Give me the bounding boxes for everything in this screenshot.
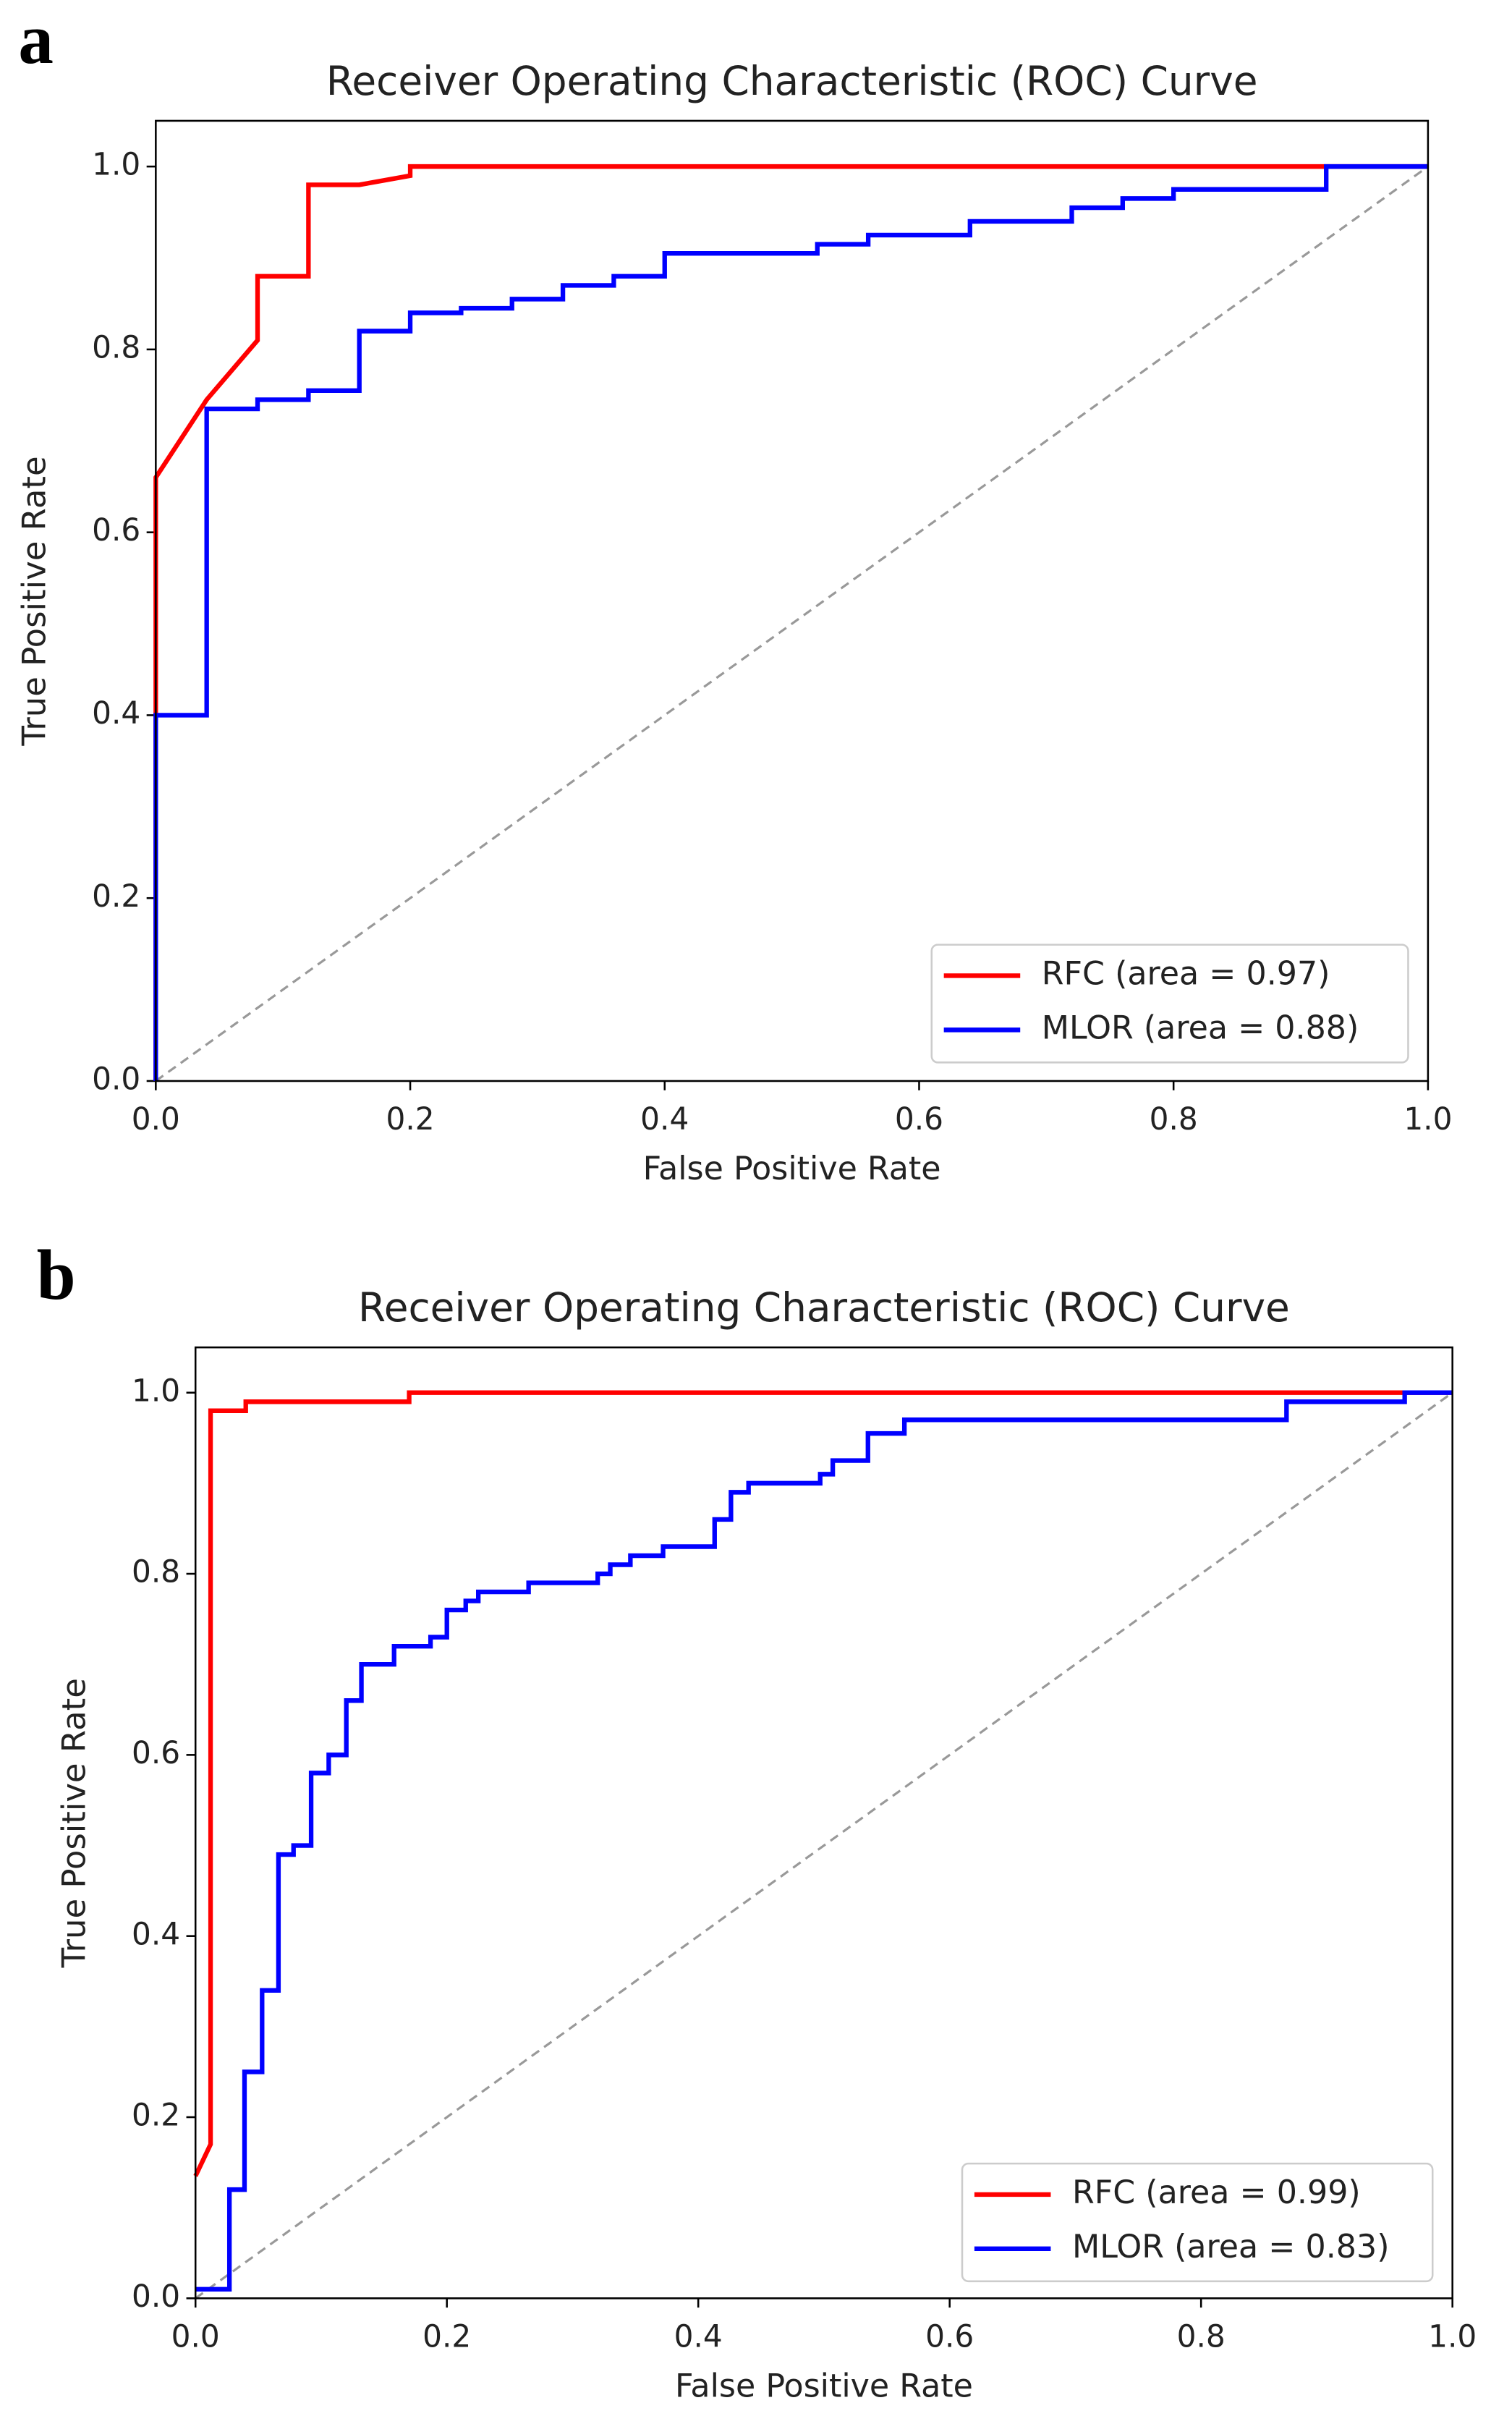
y-axis-label: True Positive Rate (16, 456, 54, 746)
x-tick-label: 1.0 (1428, 2319, 1477, 2354)
roc-line (195, 1390, 1453, 2292)
y-tick-label: 0.8 (92, 330, 140, 365)
x-axis-label: False Positive Rate (675, 2367, 973, 2404)
x-tick-label: 0.8 (1177, 2319, 1226, 2354)
y-tick-label: 0.0 (132, 2279, 180, 2315)
x-tick-label: 0.0 (132, 1102, 180, 1137)
chance-line (155, 165, 1429, 1082)
x-tick-label: 0.4 (640, 1102, 689, 1137)
x-tick-label: 0.2 (422, 2319, 471, 2354)
x-tick-label: 0.4 (674, 2319, 723, 2354)
chart-title: Receiver Operating Characteristic (ROC) … (358, 1285, 1290, 1331)
roc-line (153, 164, 1428, 1081)
y-tick-label: 0.6 (92, 513, 140, 548)
chart-title: Receiver Operating Characteristic (ROC) … (326, 58, 1258, 104)
y-axis-label: True Positive Rate (56, 1678, 93, 1968)
x-tick-label: 0.0 (171, 2319, 220, 2354)
x-tick-label: 0.2 (386, 1102, 434, 1137)
y-tick-label: 0.2 (132, 2098, 180, 2133)
plot-frame (155, 119, 1430, 1082)
x-tick-label: 0.6 (895, 1102, 943, 1137)
legend-box (961, 2162, 1434, 2283)
y-tick-label: 0.4 (132, 1917, 180, 1952)
chart: a Receiver Operating Characteristic (ROC)… (16, 0, 1453, 1187)
panel-label: b (37, 1236, 76, 1315)
x-tick-label: 0.6 (925, 2319, 974, 2354)
legend-label: MLOR (area = 0.83) (1072, 2228, 1389, 2265)
legend-label: RFC (area = 0.97) (1042, 954, 1330, 992)
y-tick-label: 0.0 (92, 1061, 140, 1097)
y-tick-label: 0.2 (92, 879, 140, 915)
panel-label: a (18, 0, 54, 79)
y-tick-label: 1.0 (132, 1373, 180, 1409)
roc-line (153, 164, 1428, 1081)
y-tick-label: 1.0 (92, 147, 140, 182)
legend-label: MLOR (area = 0.88) (1042, 1009, 1359, 1046)
roc-line (193, 1390, 1453, 2177)
chart: b Receiver Operating Characteristic (ROC)… (37, 1236, 1477, 2404)
x-tick-label: 1.0 (1403, 1102, 1452, 1137)
legend-label: RFC (area = 0.99) (1072, 2174, 1361, 2211)
y-tick-label: 0.4 (92, 696, 140, 732)
y-tick-label: 0.6 (132, 1736, 180, 1771)
x-axis-label: False Positive Rate (643, 1150, 941, 1187)
legend-box (930, 944, 1409, 1064)
y-tick-label: 0.8 (132, 1554, 180, 1590)
x-tick-label: 0.8 (1150, 1102, 1198, 1137)
plot-frame (194, 1346, 1453, 2300)
chance-line (195, 1391, 1453, 2300)
